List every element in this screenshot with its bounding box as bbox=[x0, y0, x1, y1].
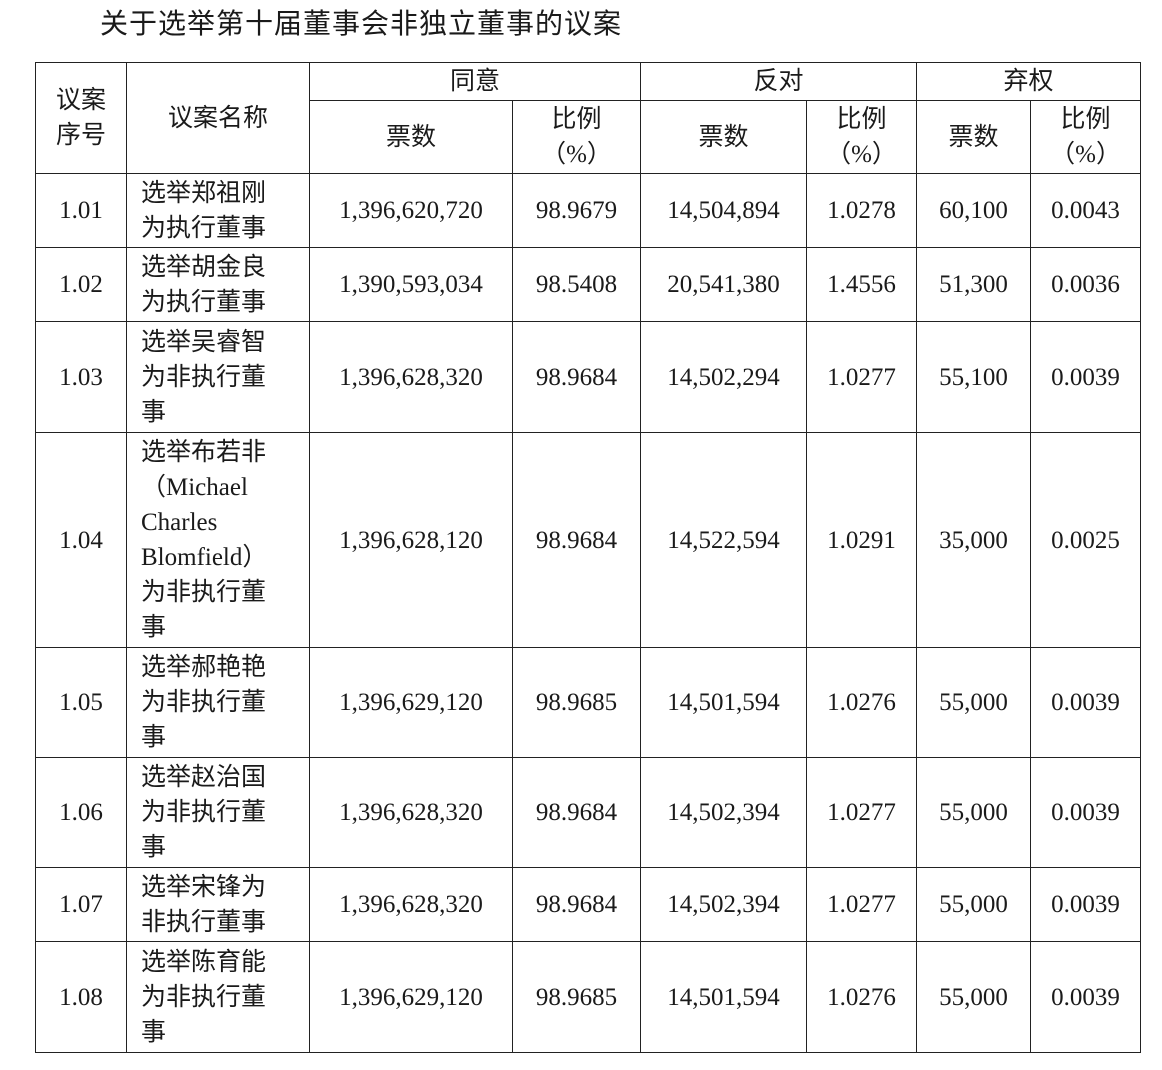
table-cell: 98.9679 bbox=[511, 173, 642, 248]
table-cell: 0.0036 bbox=[1030, 247, 1142, 322]
table-cell: 14,522,594 bbox=[640, 432, 808, 648]
table-cell: 1.05 bbox=[35, 647, 127, 758]
table-cell: 55,000 bbox=[916, 867, 1032, 942]
header-cell: 票数 bbox=[309, 100, 513, 174]
table-cell: 1.0278 bbox=[806, 173, 918, 248]
table-cell: 1.4556 bbox=[806, 247, 918, 322]
table-cell: 55,100 bbox=[916, 321, 1032, 433]
table-cell: 1.0277 bbox=[806, 321, 918, 433]
table-cell: 55,000 bbox=[916, 647, 1032, 758]
header-cell: 比例 （%） bbox=[806, 100, 918, 174]
table-cell: 98.9684 bbox=[511, 757, 642, 868]
table-cell: 98.9685 bbox=[511, 647, 642, 758]
header-row: 票数 比例 （%） 票数 比例 （%） 票数 比例 （%） bbox=[36, 100, 1142, 174]
data-row: 1.07 选举宋锋为 非执行董事 1,396,628,320 98.9684 14,50… bbox=[35, 867, 1142, 942]
document-title: 关于选举第十届董事会非独立董事的议案 bbox=[100, 9, 623, 40]
data-row: 1.02 选举胡金良 为执行董事 1,390,593,034 98.5408 20,54… bbox=[35, 247, 1142, 322]
table-cell: 0.0039 bbox=[1030, 647, 1142, 758]
group-header: 同意 bbox=[308, 62, 642, 101]
table-cell: 1.03 bbox=[35, 321, 127, 433]
table-cell: 14,504,894 bbox=[640, 173, 808, 248]
vote-table: 议案 序号 议案名称 同意 反对 弃权 票数 比例 （%） 票数 比例 （%） 票数 比例 （%） 1… bbox=[35, 62, 1142, 1053]
table-cell: 1.0276 bbox=[806, 647, 918, 758]
table-cell: 20,541,380 bbox=[640, 247, 808, 322]
table-cell: 1.04 bbox=[35, 432, 127, 648]
table-cell: 14,501,594 bbox=[640, 647, 808, 758]
proposal-name: 选举吴睿智 为非执行董 事 bbox=[126, 321, 310, 433]
data-row: 1.01 选举郑祖刚 为执行董事 1,396,620,720 98.9679 14,50… bbox=[35, 173, 1142, 248]
table-cell: 1.0277 bbox=[806, 867, 918, 942]
table-cell: 35,000 bbox=[916, 432, 1032, 648]
header-cell: 票数 bbox=[916, 100, 1032, 174]
table-cell: 0.0039 bbox=[1030, 941, 1142, 1053]
table-cell: 1,396,628,320 bbox=[309, 757, 513, 868]
header-cell: 议案名称 bbox=[126, 62, 310, 174]
table-cell: 0.0039 bbox=[1030, 867, 1142, 942]
data-row: 1.05 选举郝艳艳 为非执行董 事 1,396,629,120 98.9685 14,… bbox=[35, 647, 1142, 758]
table-cell: 14,501,594 bbox=[640, 941, 808, 1053]
table-cell: 98.9684 bbox=[511, 867, 642, 942]
table-cell: 1,396,629,120 bbox=[309, 941, 513, 1053]
proposal-name: 选举陈育能 为非执行董 事 bbox=[126, 941, 310, 1053]
proposal-name: 选举胡金良 为执行董事 bbox=[126, 247, 310, 322]
table-cell: 1.07 bbox=[35, 867, 127, 942]
table-cell: 55,000 bbox=[916, 941, 1032, 1053]
table-cell: 1.02 bbox=[35, 247, 127, 322]
proposal-name: 选举宋锋为 非执行董事 bbox=[126, 867, 310, 942]
table-cell: 51,300 bbox=[916, 247, 1032, 322]
header-row: 议案 序号 议案名称 同意 反对 弃权 bbox=[35, 62, 1142, 174]
table-cell: 0.0043 bbox=[1030, 173, 1142, 248]
header-cell: 比例 （%） bbox=[1030, 100, 1142, 174]
table-cell: 0.0039 bbox=[1030, 321, 1142, 433]
table-cell: 14,502,394 bbox=[640, 867, 808, 942]
table-cell: 1,396,628,120 bbox=[309, 432, 513, 648]
table-cell: 1.08 bbox=[35, 941, 127, 1053]
header-cell: 比例 （%） bbox=[511, 100, 642, 174]
proposal-name: 选举赵治国 为非执行董 事 bbox=[126, 757, 310, 868]
data-row: 1.03 选举吴睿智 为非执行董 事 1,396,628,320 98.9684 14,… bbox=[35, 321, 1142, 433]
table-cell: 60,100 bbox=[916, 173, 1032, 248]
table-cell: 0.0025 bbox=[1030, 432, 1142, 648]
header-cell: 议案 序号 bbox=[35, 62, 127, 174]
table-cell: 1,396,628,320 bbox=[309, 321, 513, 433]
table-cell: 98.9684 bbox=[511, 321, 642, 433]
proposal-name: 选举布若非 （Michael Charles Blomfield） 为非执行董 … bbox=[126, 432, 310, 648]
table-cell: 1.0277 bbox=[806, 757, 918, 868]
table-cell: 1.0291 bbox=[806, 432, 918, 648]
group-header: 弃权 bbox=[916, 62, 1142, 101]
data-row: 1.08 选举陈育能 为非执行董 事 1,396,629,120 98.9685 14,… bbox=[35, 941, 1142, 1053]
header-cell: 票数 bbox=[640, 100, 808, 174]
table-cell: 14,502,394 bbox=[640, 757, 808, 868]
table-cell: 1.0276 bbox=[806, 941, 918, 1053]
table-cell: 1,396,629,120 bbox=[309, 647, 513, 758]
table-cell: 98.5408 bbox=[511, 247, 642, 322]
table-cell: 1,396,628,320 bbox=[309, 867, 513, 942]
data-row: 1.06 选举赵治国 为非执行董 事 1,396,628,320 98.9684 14,… bbox=[35, 757, 1142, 868]
table-cell: 98.9684 bbox=[511, 432, 642, 648]
table-cell: 1.06 bbox=[35, 757, 127, 868]
table-cell: 1,390,593,034 bbox=[309, 247, 513, 322]
table-cell: 98.9685 bbox=[511, 941, 642, 1053]
table-cell: 0.0039 bbox=[1030, 757, 1142, 868]
proposal-name: 选举郝艳艳 为非执行董 事 bbox=[126, 647, 310, 758]
proposal-name: 选举郑祖刚 为执行董事 bbox=[126, 173, 310, 248]
table-cell: 55,000 bbox=[916, 757, 1032, 868]
data-row: 1.04 选举布若非 （Michael Charles Blomfield） 为非… bbox=[35, 432, 1142, 648]
group-header: 反对 bbox=[640, 62, 918, 101]
table-cell: 1,396,620,720 bbox=[309, 173, 513, 248]
table-cell: 14,502,294 bbox=[640, 321, 808, 433]
table-cell: 1.01 bbox=[35, 173, 127, 248]
